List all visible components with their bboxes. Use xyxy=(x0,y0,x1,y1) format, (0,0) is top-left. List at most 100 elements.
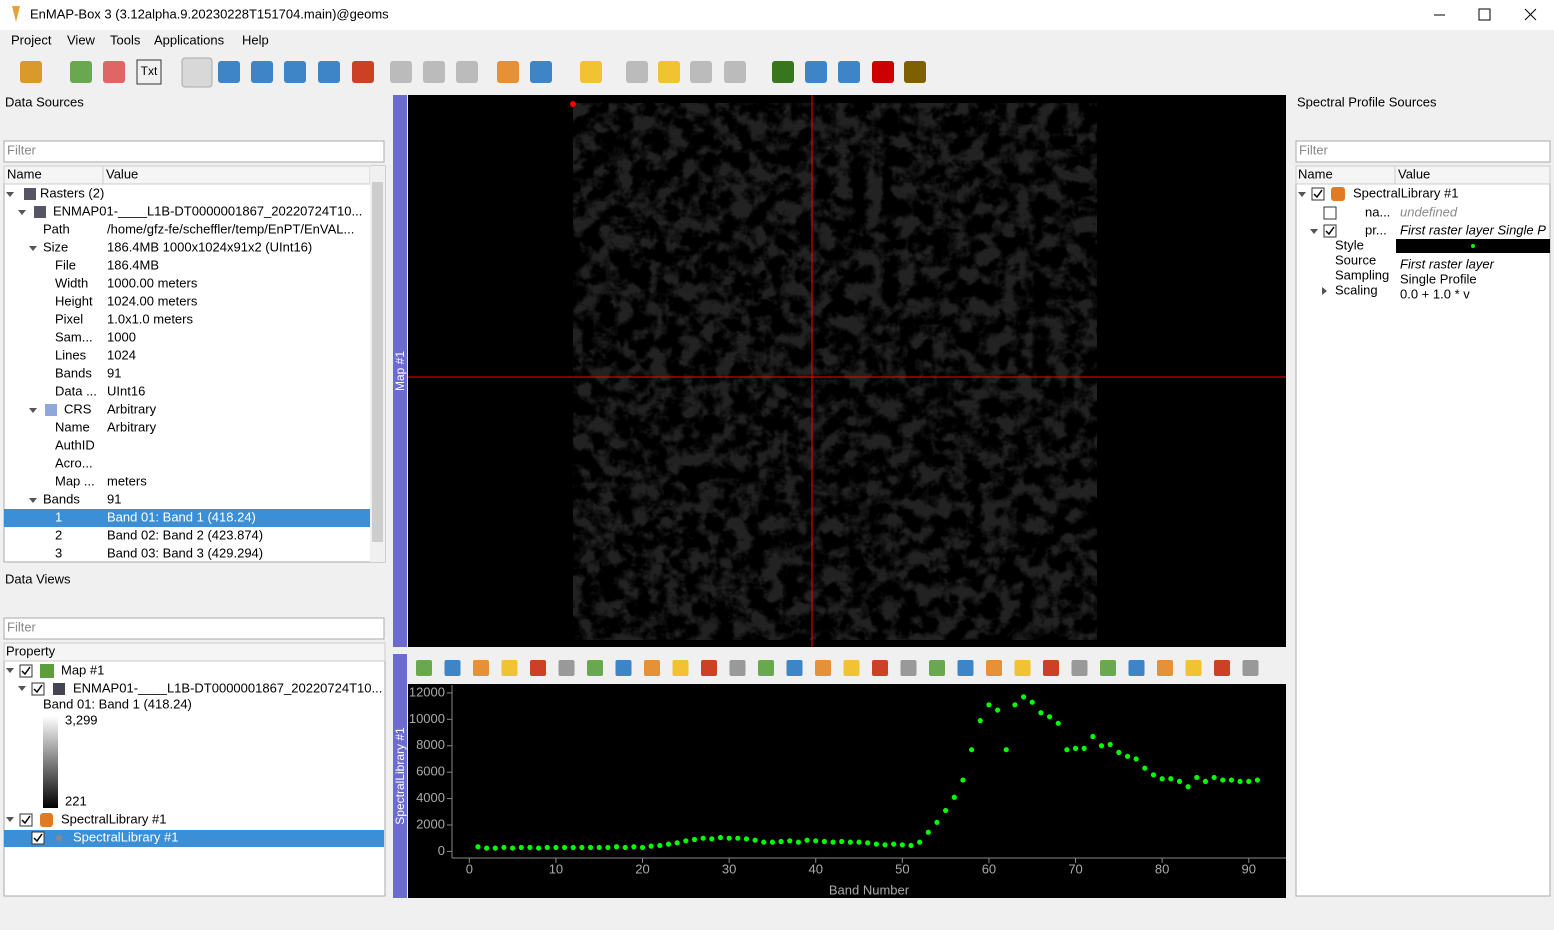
tool-button[interactable] xyxy=(558,660,575,676)
profile-point xyxy=(1055,720,1061,726)
tool-button[interactable] xyxy=(701,660,717,676)
maximize[interactable] xyxy=(1478,8,1491,21)
expand-arrow[interactable] xyxy=(29,408,37,413)
column-header: Value xyxy=(1398,166,1430,181)
tool-button[interactable] xyxy=(658,61,680,83)
tool-button[interactable] xyxy=(423,61,445,83)
tool-button[interactable] xyxy=(218,61,240,83)
menu-item[interactable]: Tools xyxy=(110,32,141,47)
profile-point xyxy=(839,838,845,845)
tool-button[interactable] xyxy=(70,61,92,83)
profile-point xyxy=(882,842,888,848)
filter-box[interactable] xyxy=(3,617,385,640)
tool-button[interactable] xyxy=(580,61,602,83)
tool-button[interactable] xyxy=(838,61,860,83)
checkbox[interactable] xyxy=(31,682,45,696)
tool-button[interactable] xyxy=(786,660,803,676)
filter-box[interactable] xyxy=(3,140,385,163)
menu-item[interactable]: Help xyxy=(242,32,269,47)
tool-button[interactable] xyxy=(1157,660,1173,676)
tool-button[interactable] xyxy=(957,660,974,676)
tool-button[interactable] xyxy=(1128,660,1145,676)
tool-button[interactable] xyxy=(530,660,546,676)
tool-button[interactable] xyxy=(530,61,552,83)
tool-button[interactable] xyxy=(929,660,945,676)
tool-button[interactable] xyxy=(284,61,306,83)
tool-button[interactable] xyxy=(444,660,461,676)
tool-button[interactable] xyxy=(1214,660,1230,676)
x-axis-label: Band Number xyxy=(829,882,910,897)
expand-arrow[interactable] xyxy=(6,192,14,197)
tool-button[interactable] xyxy=(456,61,478,83)
tool-button[interactable] xyxy=(626,61,648,83)
tool-button[interactable] xyxy=(872,61,894,83)
tool-button[interactable] xyxy=(352,61,374,83)
tool-button[interactable] xyxy=(690,61,712,83)
expand-arrow[interactable] xyxy=(1310,229,1318,234)
tool-button[interactable] xyxy=(843,660,860,676)
tool-button[interactable] xyxy=(815,660,831,676)
profile-point xyxy=(1038,710,1044,716)
tool-button[interactable] xyxy=(416,660,432,676)
tool-button[interactable] xyxy=(501,660,518,676)
tree-item-name: na... xyxy=(1365,204,1390,219)
expand-arrow[interactable] xyxy=(29,498,37,503)
checkbox[interactable] xyxy=(1323,224,1337,238)
tool-button[interactable] xyxy=(1242,660,1259,676)
checkbox[interactable] xyxy=(31,831,45,845)
tool-button[interactable] xyxy=(587,660,603,676)
tree-item-value: 1024.00 meters xyxy=(107,293,198,308)
checkbox[interactable] xyxy=(19,813,33,827)
tree-item-name: Style xyxy=(1335,237,1364,252)
raster-texture xyxy=(573,103,1097,640)
checkbox[interactable] xyxy=(19,664,33,678)
tool-button[interactable] xyxy=(644,660,660,676)
tool-button[interactable] xyxy=(136,59,162,85)
tool-button[interactable] xyxy=(772,61,794,83)
tool-button[interactable] xyxy=(497,61,519,83)
tool-button[interactable] xyxy=(986,660,1002,676)
tree-item: SpectralLibrary #1 xyxy=(61,811,167,826)
expand-arrow[interactable] xyxy=(1322,287,1327,295)
tool-button[interactable] xyxy=(251,61,273,83)
profile-point xyxy=(596,844,602,851)
tool-button[interactable] xyxy=(1014,660,1031,676)
tool-button[interactable] xyxy=(1043,660,1059,676)
tool-button[interactable] xyxy=(1100,660,1116,676)
tree-item-name: Bands xyxy=(43,491,80,506)
tool-button[interactable] xyxy=(1185,660,1202,676)
tool-button[interactable] xyxy=(724,61,746,83)
profile-point xyxy=(1228,777,1235,783)
tool-button[interactable] xyxy=(672,660,689,676)
tool-button[interactable] xyxy=(1071,660,1088,676)
expand-arrow[interactable] xyxy=(18,210,26,215)
checkbox[interactable] xyxy=(1323,206,1337,220)
tool-button[interactable] xyxy=(20,61,42,83)
tool-button[interactable] xyxy=(900,660,917,676)
close[interactable] xyxy=(1524,8,1537,21)
selected-row[interactable] xyxy=(4,509,370,527)
menu-item[interactable]: Applications xyxy=(154,32,225,47)
scroll-thumb[interactable] xyxy=(372,182,383,542)
expand-arrow[interactable] xyxy=(1298,192,1306,197)
tool-button[interactable] xyxy=(872,660,888,676)
txt-icon[interactable]: Txt xyxy=(141,64,158,78)
tree-item-name: 1 xyxy=(55,509,62,524)
tool-button[interactable] xyxy=(615,660,632,676)
menu-item[interactable]: View xyxy=(67,32,96,47)
tool-button[interactable] xyxy=(390,61,412,83)
tool-button[interactable] xyxy=(805,61,827,83)
tool-button[interactable] xyxy=(473,660,489,676)
tool-button[interactable] xyxy=(758,660,774,676)
tool-button[interactable] xyxy=(729,660,746,676)
tool-button[interactable] xyxy=(318,61,340,83)
checkbox[interactable] xyxy=(1311,187,1325,201)
tool-button[interactable] xyxy=(103,61,125,83)
layer-icon xyxy=(56,835,62,841)
selected-row[interactable] xyxy=(4,830,384,847)
expand-arrow[interactable] xyxy=(29,246,37,251)
filter-box[interactable] xyxy=(1295,140,1551,163)
pan-tool-active[interactable] xyxy=(181,57,213,88)
menu-item[interactable]: Project xyxy=(11,32,52,47)
tool-button[interactable] xyxy=(904,61,926,83)
